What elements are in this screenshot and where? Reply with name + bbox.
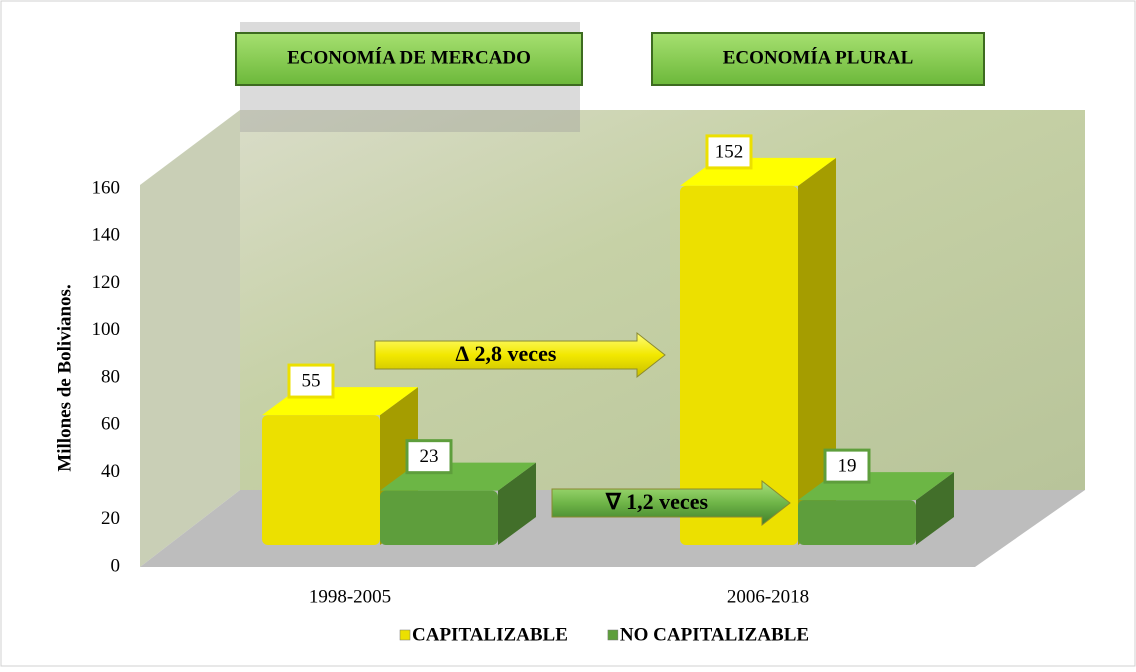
y-tick-label: 140 [92,225,121,246]
y-tick-label: 20 [101,508,120,529]
y-tick-label: 80 [101,366,120,387]
bar [380,490,498,545]
y-tick-label: 120 [92,272,121,293]
value-label: 23 [420,446,439,467]
banner-text: ECONOMÍA PLURAL [723,46,914,68]
x-tick-label: 2006-2018 [727,586,809,607]
y-tick-label: 40 [101,461,120,482]
banner [651,32,985,86]
bar [798,500,916,545]
y-tick-label: 0 [111,555,121,576]
arrow-label: ∆ 2,8 veces [456,341,557,366]
value-label: 19 [838,455,857,476]
value-label-box [287,363,335,399]
arrow [374,331,666,379]
legend-label: CAPITALIZABLE [412,624,568,645]
legend-swatch [607,629,619,641]
bar [680,185,798,545]
value-label: 152 [715,141,744,162]
banner [235,32,583,86]
bar-side [498,462,536,545]
value-label: 55 [302,370,321,391]
y-tick-label: 60 [101,414,120,435]
value-label-box [705,134,753,170]
value-label-box [405,439,453,475]
banner-text: ECONOMÍA DE MERCADO [287,46,531,68]
arrow [551,479,791,527]
side-wall [140,110,240,567]
x-tick-label: 1998-2005 [309,586,391,607]
y-tick-label: 100 [92,319,121,340]
arrow-label: ∇ 1,2 veces [605,489,709,514]
value-label-box [823,448,871,484]
legend-swatch [399,629,411,641]
bar-side [798,157,836,545]
bar-side [916,472,954,545]
y-tick-label: 160 [92,177,121,198]
y-axis-title: Millones de Bolivianos. [54,284,75,471]
legend-label: NO CAPITALIZABLE [620,624,809,645]
bar [262,415,380,545]
